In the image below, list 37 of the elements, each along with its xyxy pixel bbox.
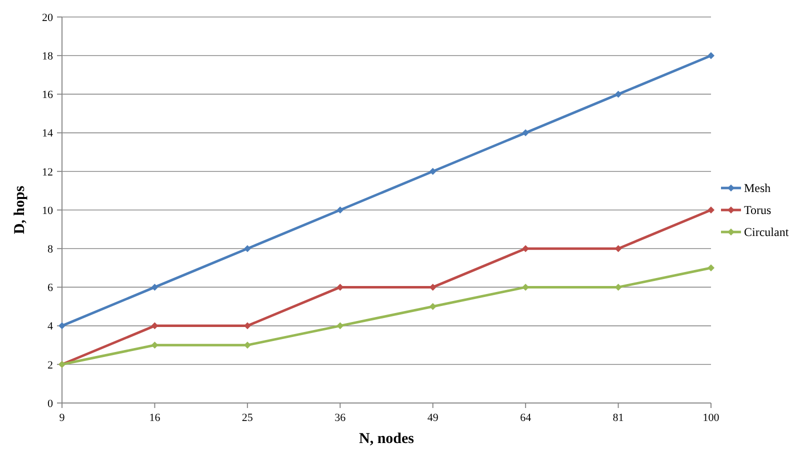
x-axis-title: N, nodes	[358, 431, 414, 447]
x-tick-label: 25	[242, 412, 254, 424]
y-tick-label: 8	[48, 243, 54, 256]
point	[614, 90, 622, 98]
y-tick-label: 4	[48, 320, 54, 333]
y-tick-label: 14	[42, 128, 54, 140]
y-tick-label: 2	[48, 359, 53, 372]
point	[522, 129, 530, 136]
y-tick-label: 6	[48, 282, 54, 294]
point	[429, 303, 436, 310]
point	[336, 206, 344, 214]
point	[151, 284, 158, 291]
point	[429, 168, 436, 175]
x-tick-label: 16	[149, 412, 161, 424]
x-tick-label: 64	[520, 412, 532, 424]
y-tick-label: 18	[42, 50, 54, 62]
legend-label: Circulant	[744, 225, 790, 240]
point	[336, 322, 344, 330]
x-tick-label: 100	[702, 412, 720, 424]
x-tick-label: 9	[59, 412, 66, 424]
x-tick-label: 49	[427, 412, 439, 424]
point	[708, 206, 714, 214]
y-tick-label: 0	[48, 398, 54, 410]
point	[244, 245, 251, 252]
x-tick-label: 36	[334, 412, 346, 424]
legend-label: Torus	[744, 203, 772, 218]
legend-label: Mesh	[744, 181, 771, 196]
point	[151, 342, 158, 349]
y-tick-label: 12	[42, 166, 53, 178]
y-tick-label: 16	[42, 89, 54, 102]
point	[708, 264, 714, 272]
point	[708, 52, 714, 60]
x-tick-label: 81	[612, 412, 624, 424]
point	[614, 245, 622, 252]
y-tick-label: 10	[42, 204, 54, 217]
y-tick-label: 20	[42, 12, 54, 24]
y-axis-title: D, hops	[12, 186, 28, 234]
